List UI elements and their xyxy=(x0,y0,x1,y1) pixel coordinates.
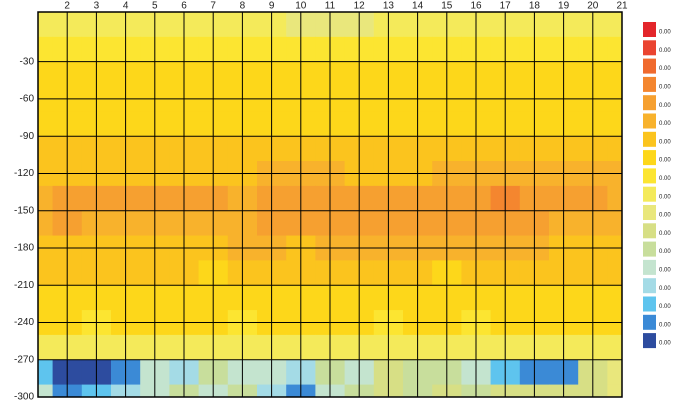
legend-swatch xyxy=(643,22,656,37)
contour-cell xyxy=(38,334,54,361)
x-tick-label: 20 xyxy=(587,1,599,12)
contour-cell xyxy=(607,285,623,311)
contour-cell xyxy=(38,61,54,88)
legend-swatch xyxy=(643,113,656,129)
legend-label: 0.00 xyxy=(659,304,671,310)
y-tick-label: -180 xyxy=(14,243,34,254)
contour-cell xyxy=(38,185,54,212)
contour-cell xyxy=(38,36,54,63)
legend-swatch xyxy=(643,223,656,239)
x-tick-label: 10 xyxy=(295,1,307,12)
contour-cell xyxy=(38,12,54,38)
y-tick-label: -240 xyxy=(14,317,34,328)
contour-cell xyxy=(38,359,54,386)
contour-cell xyxy=(38,260,54,286)
legend-label: 0.00 xyxy=(659,139,671,145)
contour-cell xyxy=(607,36,623,63)
legend-label: 0.00 xyxy=(659,158,671,164)
x-tick-label: 8 xyxy=(240,1,246,12)
legend-swatch xyxy=(643,95,656,111)
x-tick-label: 2 xyxy=(64,1,70,12)
legend-label: 0.00 xyxy=(659,341,671,347)
contour-cell xyxy=(38,285,54,311)
y-tick-label: -150 xyxy=(14,205,34,216)
x-tick-label: 18 xyxy=(529,1,541,12)
legend-swatch xyxy=(643,259,656,275)
legend-swatch xyxy=(643,150,656,166)
x-tick-label: 21 xyxy=(616,1,628,12)
legend-label: 0.00 xyxy=(659,267,671,273)
x-tick-label: 15 xyxy=(441,1,453,12)
legend-label: 0.00 xyxy=(659,213,671,219)
x-tick-label: 9 xyxy=(269,1,275,12)
legend-label: 0.00 xyxy=(659,103,671,109)
x-tick-label: 11 xyxy=(325,1,336,12)
legend-swatch xyxy=(643,278,656,294)
legend-swatch xyxy=(643,76,656,92)
contour-cell xyxy=(607,61,623,88)
x-tick-label: 12 xyxy=(354,1,366,12)
plot-frame xyxy=(37,11,623,398)
legend-swatch xyxy=(643,333,656,349)
contour-cell xyxy=(607,260,623,286)
legend-swatch xyxy=(643,58,656,74)
x-tick-label: 17 xyxy=(500,1,512,12)
legend-swatch xyxy=(643,40,656,56)
legend-label: 0.00 xyxy=(659,48,671,54)
x-tick-label: 16 xyxy=(470,1,482,12)
y-tick-label: -300 xyxy=(14,392,34,403)
contour-cell xyxy=(38,384,54,398)
contour-cell xyxy=(38,136,54,162)
legend-label: 0.00 xyxy=(659,121,671,127)
x-tick-label: 14 xyxy=(412,1,424,12)
legend-label: 0.00 xyxy=(659,249,671,255)
y-tick-label: -120 xyxy=(14,168,34,179)
legend-label: 0.00 xyxy=(659,194,671,200)
y-tick-label: -60 xyxy=(20,94,35,105)
legend-swatch xyxy=(643,168,656,184)
contour-cell xyxy=(607,136,623,162)
y-tick-label: -90 xyxy=(20,131,35,142)
x-tick-label: 7 xyxy=(210,1,216,12)
y-tick-label: -30 xyxy=(20,56,35,67)
legend-swatch xyxy=(643,131,656,147)
x-tick-label: 6 xyxy=(181,1,187,12)
contour-cell xyxy=(607,210,623,237)
x-tick-label: 3 xyxy=(94,1,100,12)
legend-label: 0.00 xyxy=(659,84,671,90)
legend-swatch xyxy=(643,205,656,220)
legend-label: 0.00 xyxy=(659,231,671,237)
legend-swatch xyxy=(643,241,656,257)
contour-cell xyxy=(607,185,623,212)
legend-swatch xyxy=(643,296,656,312)
contour-cell xyxy=(607,111,623,137)
x-tick-label: 4 xyxy=(123,1,129,12)
legend-label: 0.00 xyxy=(659,286,671,292)
contour-cell xyxy=(607,384,623,398)
x-tick-label: 5 xyxy=(152,1,158,12)
legend-label: 0.00 xyxy=(659,322,671,328)
contour-cell xyxy=(607,12,623,38)
legend-label: 0.00 xyxy=(659,30,671,36)
legend-swatch xyxy=(643,314,656,330)
contour-cell xyxy=(607,359,623,386)
x-tick-label: 19 xyxy=(558,1,570,12)
contour-cell xyxy=(38,111,54,137)
legend-label: 0.00 xyxy=(659,176,671,182)
x-tick-label: 13 xyxy=(383,1,395,12)
y-tick-label: -210 xyxy=(14,280,34,291)
contour-cell xyxy=(38,210,54,237)
contour-cell xyxy=(607,334,623,361)
y-tick-label: -270 xyxy=(14,354,34,365)
legend-swatch xyxy=(643,186,656,202)
legend-label: 0.00 xyxy=(659,66,671,72)
